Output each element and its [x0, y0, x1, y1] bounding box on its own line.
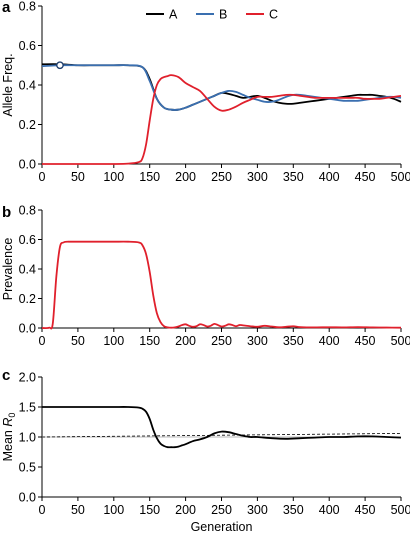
series-line-A	[41, 63, 402, 111]
x-tick-label: 400	[319, 170, 340, 184]
axes-c: 0.0 0.5 1.0 1.5 2.0 0 50 100 150 200 250 300 350 400 4…	[1, 370, 410, 534]
x-tick-label: 450	[355, 170, 376, 184]
x-tick-label: 500	[391, 334, 410, 348]
y-axis-label: Prevalence	[1, 238, 15, 301]
panel-c: c 0.0 0.5 1.0 1.5 2.0 0 50 100 150 200 250 300 350 40…	[1, 367, 410, 534]
series-line-mean	[41, 406, 402, 449]
legend: A B C	[146, 8, 278, 22]
x-tick-label: 200	[175, 503, 196, 517]
y-tick-label: 0.4	[19, 78, 36, 92]
y-tick-label: 0.2	[19, 292, 36, 306]
axes-a: 0.0 0.2 0.4 0.6 0.8 0 50 100 150 200 250 300 350 400 4…	[1, 0, 410, 184]
y-tick-label: 0.8	[19, 203, 36, 217]
x-tick-label: 100	[103, 334, 124, 348]
y-tick-label: 0.6	[19, 233, 36, 247]
x-tick-label: 250	[211, 503, 232, 517]
x-tick-label: 150	[139, 334, 160, 348]
y-axis-label-subscript: 0	[7, 413, 17, 418]
x-tick-label: 300	[247, 503, 268, 517]
x-tick-label: 250	[211, 334, 232, 348]
x-tick-label: 500	[391, 503, 410, 517]
x-tick-label: 150	[139, 170, 160, 184]
y-tick-label: 0.0	[19, 321, 36, 335]
initial-frequency-marker	[56, 61, 64, 70]
y-tick-label: 0.2	[19, 118, 36, 132]
series-line-B	[41, 64, 402, 111]
panel-letter-c: c	[2, 367, 10, 384]
x-tick-label: 200	[175, 170, 196, 184]
x-tick-label: 450	[355, 503, 376, 517]
x-tick-label: 0	[39, 503, 46, 517]
x-tick-label: 400	[319, 503, 340, 517]
axes-b: 0.0 0.2 0.4 0.6 0.8 0 50 100 150 200 250 300 350 400 4…	[1, 203, 410, 348]
y-axis-label: Mean R0	[1, 413, 17, 462]
y-axis-label: Allele Freq.	[1, 53, 15, 116]
y-tick-label: 0.4	[19, 262, 36, 276]
panel-letter-a: a	[2, 0, 11, 16]
legend-label-C: C	[269, 8, 278, 22]
x-tick-label: 0	[39, 334, 46, 348]
series-line-C	[41, 240, 402, 330]
x-tick-label: 300	[247, 334, 268, 348]
legend-label-A: A	[169, 8, 178, 22]
y-tick-label: 0.8	[19, 0, 36, 13]
y-axis-label-main: Mean	[1, 427, 15, 462]
x-axis-label: Generation	[191, 520, 253, 534]
x-tick-label: 50	[71, 170, 85, 184]
x-tick-label: 350	[283, 503, 304, 517]
x-tick-label: 400	[319, 334, 340, 348]
x-tick-label: 50	[71, 503, 85, 517]
y-tick-label: 1.0	[19, 430, 36, 444]
y-tick-label: 1.5	[19, 400, 36, 414]
x-tick-label: 150	[139, 503, 160, 517]
panel-letter-b: b	[2, 204, 11, 221]
y-tick-label: 2.0	[19, 370, 36, 384]
x-tick-label: 300	[247, 170, 268, 184]
y-tick-label: 0.6	[19, 39, 36, 53]
x-tick-label: 350	[283, 334, 304, 348]
panel-a: a 0.0 0.2 0.4 0.6 0.8 0 50 100 150 200 250 300 350 40…	[1, 0, 410, 184]
x-tick-label: 450	[355, 334, 376, 348]
panel-b: b 0.0 0.2 0.4 0.6 0.8 0 50 100 150 200 250 300 350 40…	[1, 203, 410, 348]
x-tick-label: 350	[283, 170, 304, 184]
x-tick-label: 500	[391, 170, 410, 184]
y-tick-label: 0.0	[19, 490, 36, 504]
x-tick-label: 50	[71, 334, 85, 348]
series-line-C	[42, 74, 402, 165]
y-axis-label-symbol: R	[1, 418, 15, 427]
x-tick-label: 200	[175, 334, 196, 348]
y-tick-label: 0.0	[19, 157, 36, 171]
legend-label-B: B	[219, 8, 227, 22]
x-tick-label: 100	[103, 170, 124, 184]
x-tick-label: 0	[39, 170, 46, 184]
x-tick-label: 250	[211, 170, 232, 184]
x-tick-label: 100	[103, 503, 124, 517]
y-tick-label: 0.5	[19, 460, 36, 474]
